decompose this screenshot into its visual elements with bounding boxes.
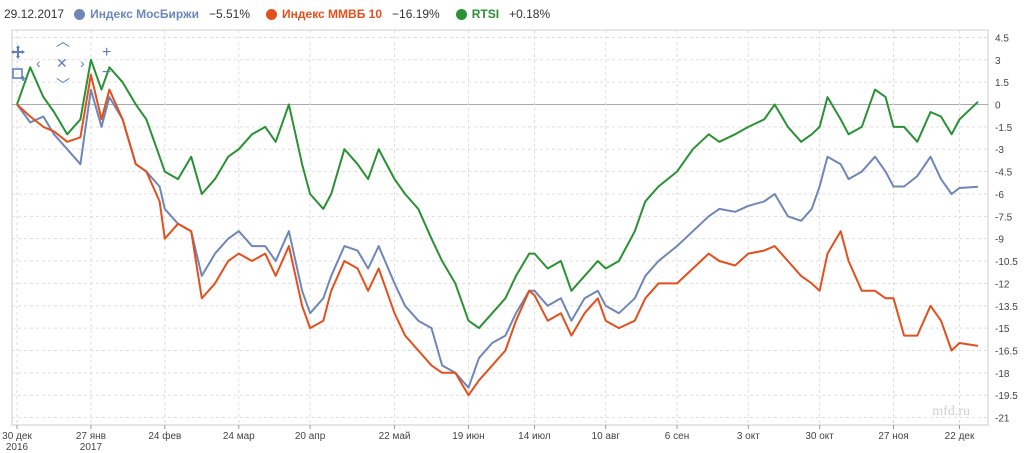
y-tick-label: -4.5 bbox=[995, 168, 1013, 179]
reset-icon[interactable]: ✕ bbox=[56, 55, 68, 71]
x-tick-sublabel: 2017 bbox=[80, 442, 103, 453]
y-tick-label: -18 bbox=[995, 369, 1010, 380]
chevron-up-icon[interactable]: ︿ bbox=[56, 33, 70, 49]
plot-area-border bbox=[11, 29, 989, 426]
legend-change-moex: −5.51% bbox=[208, 7, 251, 21]
legend-name-rtsi: RTSI bbox=[471, 7, 500, 21]
x-tick-label: 19 июн bbox=[452, 431, 485, 442]
zoom-in-button[interactable]: + bbox=[102, 44, 112, 61]
y-tick-label: 0 bbox=[995, 101, 1001, 112]
legend-change-rtsi: +0.18% bbox=[509, 7, 551, 21]
y-tick-label: -19.5 bbox=[995, 391, 1018, 402]
series-line-1 bbox=[16, 73, 979, 397]
y-tick-label: -13.5 bbox=[995, 302, 1018, 313]
legend-change-micex10: −16.19% bbox=[392, 7, 440, 21]
y-tick-label: 4.5 bbox=[995, 33, 1009, 44]
y-tick-label: -10.5 bbox=[995, 257, 1018, 268]
x-tick-label: 30 дек bbox=[2, 431, 32, 442]
zoom-select-icon[interactable] bbox=[12, 68, 26, 82]
legend-item-rtsi[interactable]: RTSI +0.18% bbox=[455, 7, 551, 21]
zoom-controls: ︿ ‹ ✕ › ﹀ + − bbox=[10, 34, 122, 94]
x-tick-label: 14 июл bbox=[518, 431, 551, 442]
chevron-left-icon[interactable]: ‹ bbox=[36, 55, 41, 71]
x-tick-label: 27 ноя bbox=[878, 431, 908, 442]
legend-date: 29.12.2017 bbox=[4, 7, 65, 21]
y-tick-label: -16.5 bbox=[995, 346, 1018, 357]
series-line-0 bbox=[16, 88, 979, 389]
x-tick-label: 22 дек bbox=[945, 431, 975, 442]
y-tick-label: -12 bbox=[995, 279, 1010, 290]
legend-name-moex: Индекс МосБиржи bbox=[90, 7, 199, 21]
legend-dot-moex bbox=[74, 8, 86, 20]
x-tick-label: 24 мар bbox=[223, 431, 255, 442]
legend-dot-micex10 bbox=[266, 8, 278, 20]
move-icon[interactable] bbox=[10, 44, 26, 60]
x-tick-label: 6 сен bbox=[665, 431, 689, 442]
chevron-down-icon[interactable]: ﹀ bbox=[56, 77, 70, 93]
y-tick-label: 3 bbox=[995, 56, 1001, 67]
legend-item-moex[interactable]: Индекс МосБиржи −5.51% bbox=[74, 7, 250, 21]
chevron-right-icon[interactable]: › bbox=[80, 55, 85, 71]
y-tick-label: -1.5 bbox=[995, 123, 1013, 134]
chart-legend: 29.12.2017 Индекс МосБиржи −5.51% Индекс… bbox=[0, 0, 566, 28]
legend-item-micex10[interactable]: Индекс ММВБ 10 −16.19% bbox=[266, 7, 440, 21]
y-tick-label: -6 bbox=[995, 190, 1004, 201]
x-tick-label: 20 апр bbox=[295, 431, 326, 442]
y-tick-label: 1.5 bbox=[995, 78, 1009, 89]
zoom-out-button[interactable]: − bbox=[102, 64, 112, 81]
x-tick-label: 30 окт bbox=[805, 431, 834, 442]
watermark: mfd.ru bbox=[932, 404, 970, 419]
x-tick-label: 3 окт bbox=[737, 431, 760, 442]
x-tick-label: 24 фев bbox=[148, 430, 181, 442]
x-tick-sublabel: 2016 bbox=[6, 442, 29, 453]
y-tick-label: -7.5 bbox=[995, 212, 1013, 223]
legend-dot-rtsi bbox=[455, 8, 467, 20]
legend-name-micex10: Индекс ММВБ 10 bbox=[282, 7, 383, 21]
x-tick-label: 10 авг bbox=[592, 431, 621, 442]
y-tick-label: -3 bbox=[995, 145, 1004, 156]
series-line-2 bbox=[16, 58, 979, 330]
x-tick-label: 27 янв bbox=[76, 431, 106, 442]
x-tick-label: 22 май bbox=[379, 431, 411, 442]
y-tick-label: -9 bbox=[995, 235, 1004, 246]
y-tick-label: -15 bbox=[995, 324, 1010, 335]
y-tick-label: -21 bbox=[995, 414, 1010, 425]
